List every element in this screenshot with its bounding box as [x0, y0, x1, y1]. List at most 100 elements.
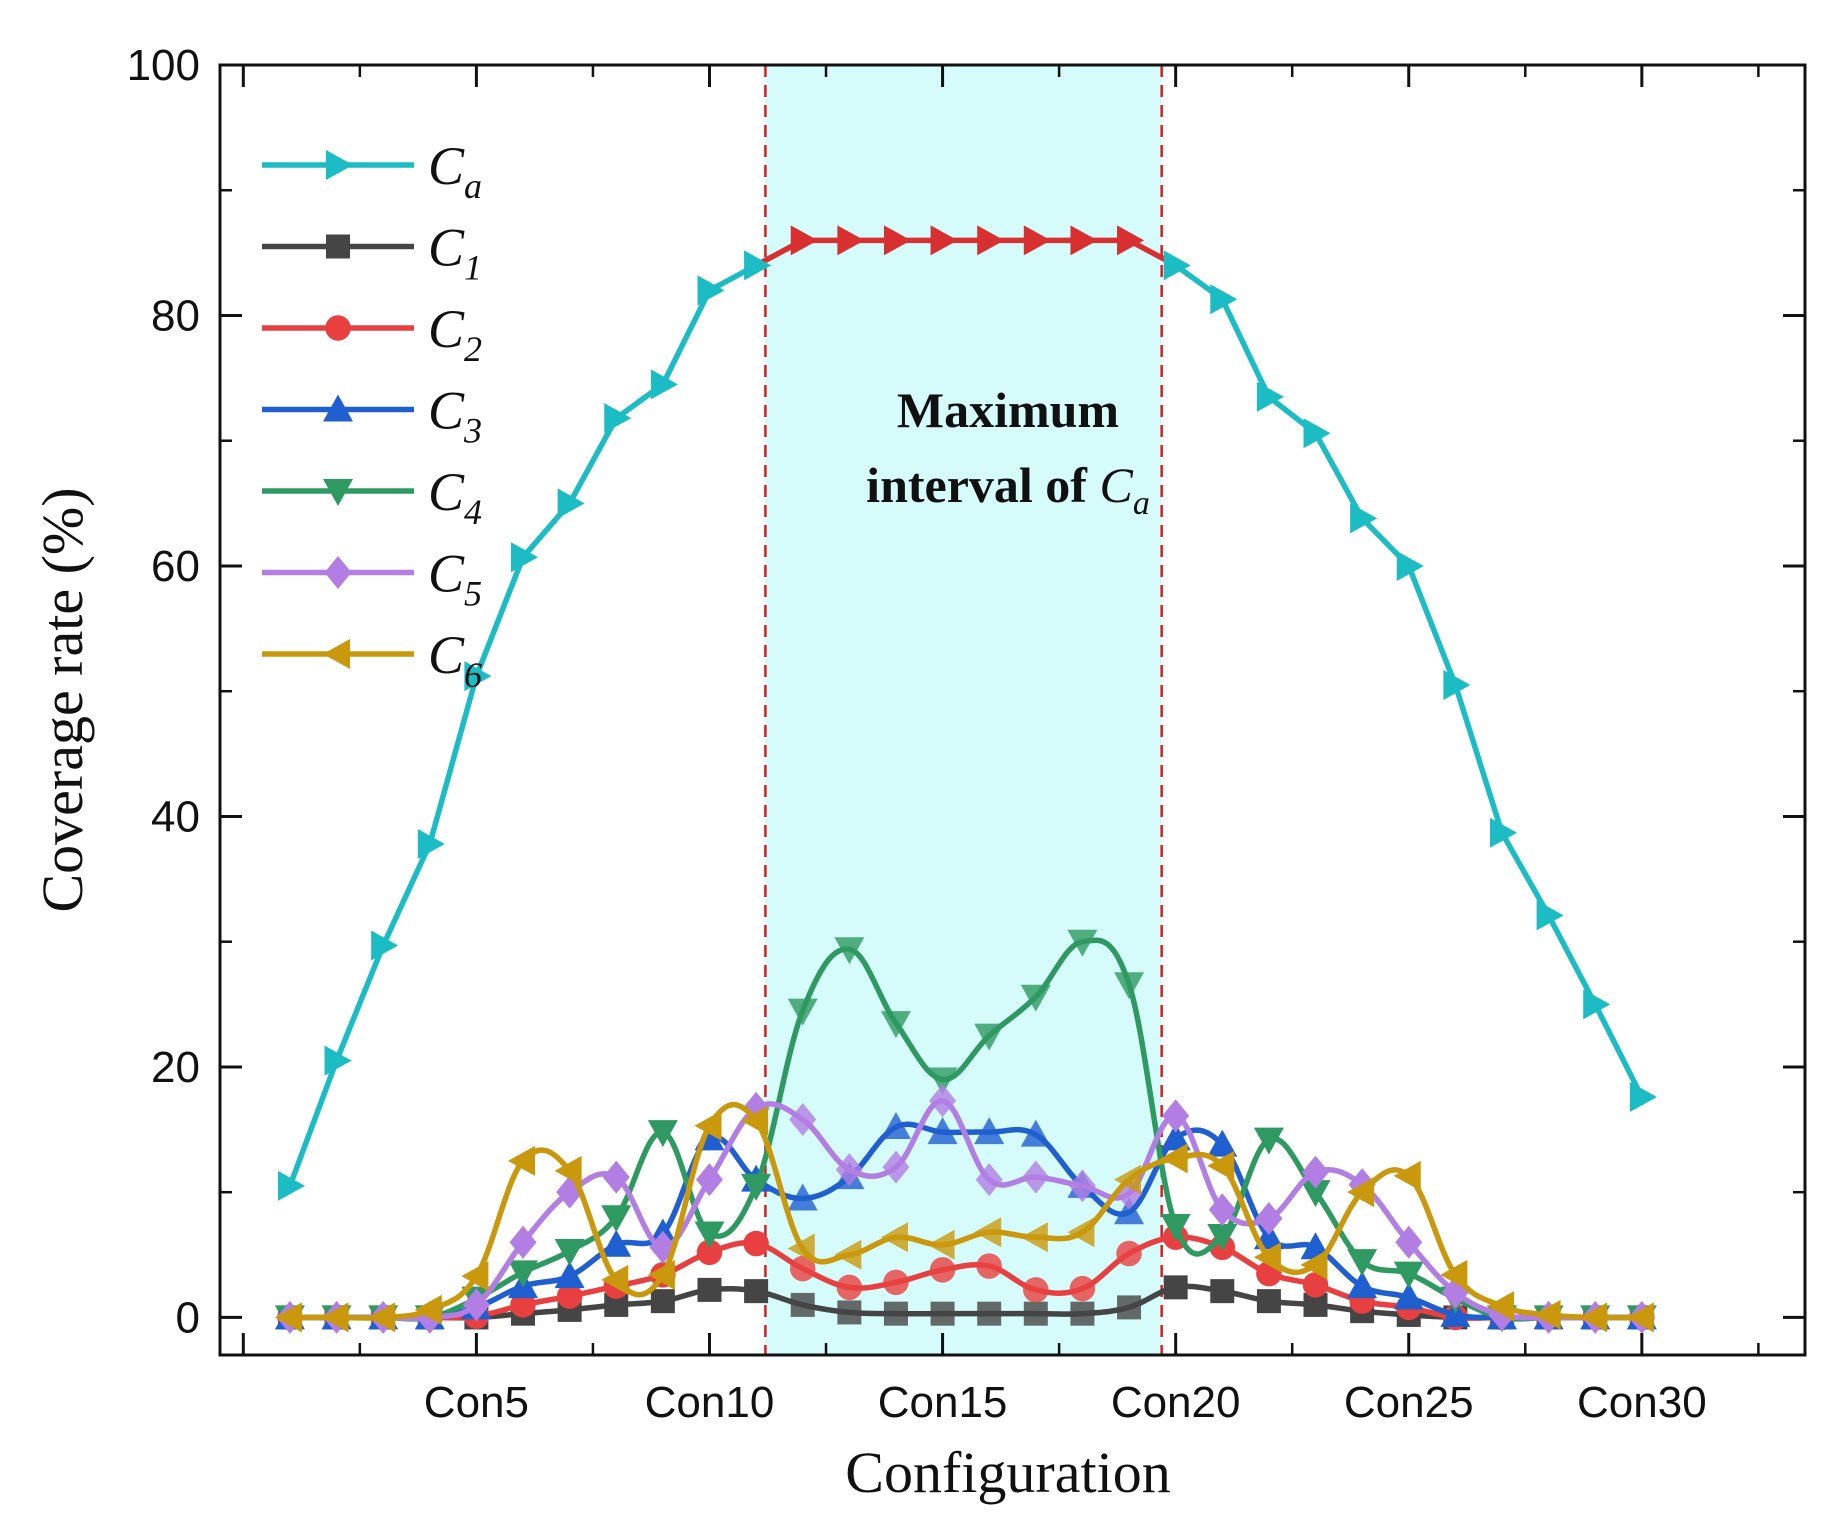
series-C4-point	[1393, 1261, 1424, 1289]
series-C6-point	[274, 1302, 302, 1333]
highlight-label-line2: interval of Ca	[866, 457, 1150, 522]
series-Ca-point	[1536, 900, 1564, 931]
series-C6-point	[1114, 1164, 1142, 1195]
legend-item-C3: C3	[262, 381, 482, 451]
series-Ca-point	[977, 225, 1005, 256]
series-Ca-segment	[1406, 563, 1459, 688]
series-C6-point	[1300, 1249, 1328, 1280]
highlight-label-prefix: interval of	[866, 457, 1099, 513]
series-C4-point	[1020, 984, 1051, 1012]
series-C5-point	[975, 1163, 1003, 1197]
x-tick-label: Con25	[1344, 1378, 1474, 1427]
series-C6-point	[927, 1229, 955, 1260]
legend-item-C5: C5	[262, 544, 482, 614]
series-C4-point	[974, 1023, 1005, 1051]
series-C4-point	[1253, 1127, 1284, 1155]
series-C2-point	[743, 1230, 769, 1257]
legend-item-C1: C1	[262, 218, 482, 288]
series-C6-point	[1440, 1259, 1468, 1290]
y-tick-label: 0	[176, 1293, 200, 1342]
series-C6-point	[1580, 1302, 1608, 1333]
series-C6-point	[461, 1261, 489, 1292]
legend: Ca C1 C2 C3 C4 C5 C6	[262, 136, 482, 695]
series-Ca-point	[277, 1170, 305, 1201]
series-Ca-point	[511, 542, 539, 573]
series-C5-point	[835, 1153, 863, 1187]
highlight-label-line1: Maximum	[897, 382, 1119, 438]
series-C4-point	[927, 1067, 958, 1095]
series-C2-point	[976, 1253, 1002, 1279]
legend-marker	[325, 315, 351, 341]
series-C1-point	[1070, 1301, 1095, 1326]
series-C6-point	[321, 1302, 349, 1333]
series-C6-point	[1486, 1291, 1514, 1322]
series-C6-point	[368, 1302, 396, 1333]
series-C5-point	[462, 1288, 490, 1322]
series-C2-point	[510, 1292, 536, 1318]
series-Ca-segment	[333, 942, 386, 1064]
legend-marker	[323, 639, 350, 669]
legend-item-C2: C2	[262, 299, 482, 369]
x-axis-title: Configuration	[845, 1440, 1170, 1505]
series-C1-point	[1023, 1301, 1048, 1326]
series-C6-point	[1067, 1217, 1095, 1248]
series-C6-point	[1347, 1177, 1375, 1208]
series-Ca-point	[371, 930, 399, 961]
y-tick-label: 60	[151, 542, 200, 591]
series-C3-point	[1393, 1282, 1424, 1310]
series-layer	[274, 225, 1657, 1334]
series-C6-point	[787, 1233, 815, 1264]
series-Ca-point	[464, 661, 492, 692]
series-Ca-segment	[473, 554, 526, 679]
series-C5-point	[1068, 1169, 1096, 1203]
y-tick-label: 100	[127, 41, 200, 90]
series-C1-point	[930, 1301, 955, 1326]
series-C6-point	[974, 1217, 1002, 1248]
tick-layer: 0 20 40 60 80 100 Con5 Con10 Con15 Con20 Con25 Con3…	[127, 41, 1805, 1427]
highlight-label-var: C	[1099, 457, 1133, 513]
series-Ca-point	[697, 275, 725, 306]
series-C4-point	[1114, 972, 1145, 1000]
series-C5-point	[695, 1163, 723, 1197]
series-C2-point	[1302, 1272, 1329, 1298]
series-Ca-point	[604, 403, 632, 434]
series-C3-point	[1114, 1197, 1145, 1225]
series-Ca-segment	[1592, 1001, 1645, 1100]
series-C3-point	[880, 1112, 911, 1140]
series-C5-point	[1208, 1193, 1236, 1227]
series-C1-point	[697, 1277, 722, 1302]
series-Ca-point	[1070, 225, 1098, 256]
series-C2-point	[789, 1255, 816, 1282]
series-C4-point	[1207, 1224, 1238, 1252]
legend-label: C6	[428, 625, 482, 695]
series-Ca-point	[1443, 669, 1471, 700]
series-C1-point	[1117, 1295, 1142, 1320]
series-C2-point	[1023, 1277, 1049, 1303]
series-C1-point	[1256, 1289, 1281, 1314]
legend-label: C1	[428, 218, 482, 288]
series-C6-point	[694, 1110, 722, 1141]
series-C3-point	[974, 1117, 1005, 1145]
series-Ca-segment	[566, 415, 619, 507]
series-Ca-point	[1583, 989, 1611, 1020]
series-C1-point	[837, 1300, 862, 1325]
series-C1-point	[650, 1289, 675, 1314]
series-C2-point	[883, 1269, 909, 1296]
legend-marker	[324, 556, 352, 589]
series-C1-point	[1163, 1275, 1188, 1300]
series-Ca-point	[1489, 817, 1517, 848]
legend-label: C2	[428, 299, 482, 369]
series-C2-point	[696, 1239, 723, 1266]
legend-item-C6: C6	[262, 625, 482, 695]
series-Ca-point	[1396, 550, 1424, 581]
series-C6-point	[741, 1105, 769, 1136]
series-Ca-point	[1629, 1082, 1657, 1112]
series-Ca-segment	[1312, 430, 1365, 522]
series-C3-point	[554, 1261, 585, 1289]
series-Ca-segment	[287, 1057, 340, 1189]
series-C3-point	[1207, 1129, 1238, 1157]
series-Ca-segment	[1219, 296, 1272, 400]
series-Ca-point	[1256, 381, 1284, 412]
legend-marker	[326, 234, 350, 259]
series-C5-point	[602, 1160, 630, 1194]
